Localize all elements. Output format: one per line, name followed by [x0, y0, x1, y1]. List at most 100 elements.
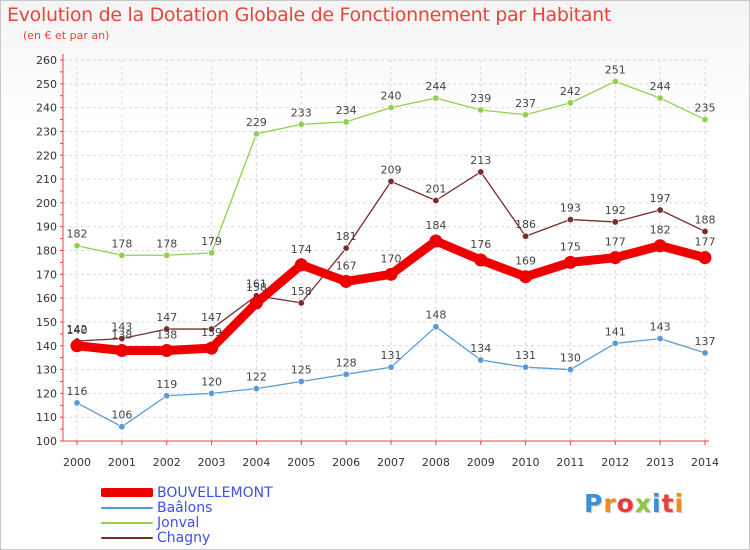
- x-tick-label: 2008: [422, 456, 450, 469]
- legend-label: Jonval: [157, 514, 200, 531]
- data-label: 186: [515, 218, 536, 231]
- data-label: 197: [650, 192, 671, 205]
- data-point: [522, 232, 530, 240]
- series-line-baâlons: [76, 326, 706, 428]
- x-tick-label: 2007: [377, 456, 405, 469]
- data-label: 178: [111, 237, 132, 250]
- data-label: 188: [695, 213, 716, 226]
- x-tick-label: 2012: [601, 456, 629, 469]
- data-point: [522, 111, 530, 119]
- data-point: [611, 218, 619, 226]
- x-tick-label: 2004: [242, 456, 270, 469]
- data-point: [208, 325, 216, 333]
- data-label: 179: [201, 235, 222, 248]
- legend: BOUVELLEMONT Baâlons Jonval Chagny: [101, 485, 273, 545]
- data-point: [294, 258, 308, 272]
- data-label: 177: [695, 236, 716, 249]
- data-label: 169: [515, 255, 536, 268]
- legend-item: Jonval: [101, 515, 273, 530]
- data-point: [118, 423, 126, 431]
- data-label: 106: [111, 409, 132, 422]
- data-label: 235: [695, 102, 716, 115]
- data-label: 138: [111, 329, 132, 342]
- data-label: 182: [67, 228, 88, 241]
- y-tick-label: 190: [36, 221, 57, 234]
- data-point: [118, 335, 126, 343]
- data-label: 158: [246, 281, 267, 294]
- data-point: [208, 389, 216, 397]
- data-point: [73, 399, 81, 407]
- proxiti-logo: Proxiti: [584, 489, 684, 518]
- chart-subtitle: (en € et par an): [23, 29, 110, 42]
- data-point: [566, 216, 574, 224]
- data-label: 131: [515, 349, 536, 362]
- y-tick-label: 120: [36, 387, 57, 400]
- data-point: [474, 253, 488, 267]
- x-tick-label: 2000: [63, 456, 91, 469]
- data-point: [429, 234, 443, 248]
- data-point: [432, 323, 440, 331]
- data-label: 213: [470, 154, 491, 167]
- legend-item: Baâlons: [101, 500, 273, 515]
- legend-label: BOUVELLEMONT: [157, 484, 273, 501]
- data-point: [115, 344, 129, 358]
- data-label: 177: [605, 236, 626, 249]
- x-tick-label: 2002: [153, 456, 181, 469]
- y-tick-label: 160: [36, 292, 57, 305]
- data-point: [297, 299, 305, 307]
- data-label: 176: [470, 238, 491, 251]
- data-label: 143: [111, 321, 132, 334]
- data-label: 120: [201, 375, 222, 388]
- data-label: 178: [156, 237, 177, 250]
- data-point: [208, 249, 216, 257]
- data-point: [297, 377, 305, 385]
- y-tick-label: 210: [36, 173, 57, 186]
- data-point: [339, 274, 353, 288]
- data-label: 240: [381, 90, 402, 103]
- data-point: [566, 366, 574, 374]
- y-tick-label: 260: [36, 54, 57, 67]
- data-label: 138: [156, 329, 177, 342]
- data-point: [566, 99, 574, 107]
- data-point: [387, 363, 395, 371]
- chart-title: Evolution de la Dotation Globale de Fonc…: [7, 4, 612, 26]
- data-point: [163, 392, 171, 400]
- data-label: 116: [67, 385, 88, 398]
- y-tick-label: 250: [36, 78, 57, 91]
- data-point: [477, 356, 485, 364]
- data-point: [387, 104, 395, 112]
- data-label: 158: [291, 285, 312, 298]
- data-point: [252, 385, 260, 393]
- data-point: [342, 244, 350, 252]
- data-label: 131: [381, 349, 402, 362]
- x-tick-label: 2001: [108, 456, 136, 469]
- x-tick-label: 2006: [332, 456, 360, 469]
- x-tick-label: 2013: [646, 456, 674, 469]
- y-tick-label: 140: [36, 340, 57, 353]
- data-label: 148: [425, 309, 446, 322]
- data-label: 175: [560, 240, 581, 253]
- logo-letter: o: [616, 489, 635, 518]
- y-tick-label: 220: [36, 149, 57, 162]
- data-label: 184: [425, 219, 446, 232]
- data-label: 181: [336, 230, 357, 243]
- y-tick-label: 150: [36, 316, 57, 329]
- x-tick-label: 2009: [467, 456, 495, 469]
- data-label: 130: [560, 352, 581, 365]
- data-label: 147: [156, 311, 177, 324]
- data-point: [698, 251, 712, 265]
- legend-swatch: [101, 488, 153, 497]
- data-point: [477, 168, 485, 176]
- data-label: 229: [246, 116, 267, 129]
- data-label: 251: [605, 63, 626, 76]
- data-label: 244: [650, 80, 671, 93]
- x-tick-label: 2011: [556, 456, 584, 469]
- legend-item: Chagny: [101, 530, 273, 545]
- data-label: 137: [695, 335, 716, 348]
- series-layer: [70, 77, 712, 431]
- y-tick-label: 180: [36, 245, 57, 258]
- data-point: [656, 94, 664, 102]
- data-label: 193: [560, 202, 581, 215]
- data-point: [118, 251, 126, 259]
- legend-swatch: [101, 536, 153, 539]
